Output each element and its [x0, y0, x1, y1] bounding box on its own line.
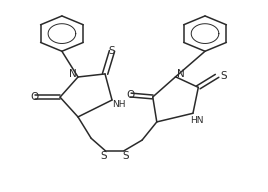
Text: O: O	[127, 90, 135, 100]
Text: S: S	[109, 46, 115, 56]
Text: N: N	[69, 69, 77, 79]
Text: N: N	[177, 69, 185, 79]
Text: S: S	[221, 71, 227, 81]
Text: S: S	[122, 151, 129, 161]
Text: O: O	[31, 92, 39, 102]
Text: HN: HN	[190, 117, 204, 125]
Text: S: S	[101, 151, 107, 161]
Text: NH: NH	[112, 100, 125, 109]
